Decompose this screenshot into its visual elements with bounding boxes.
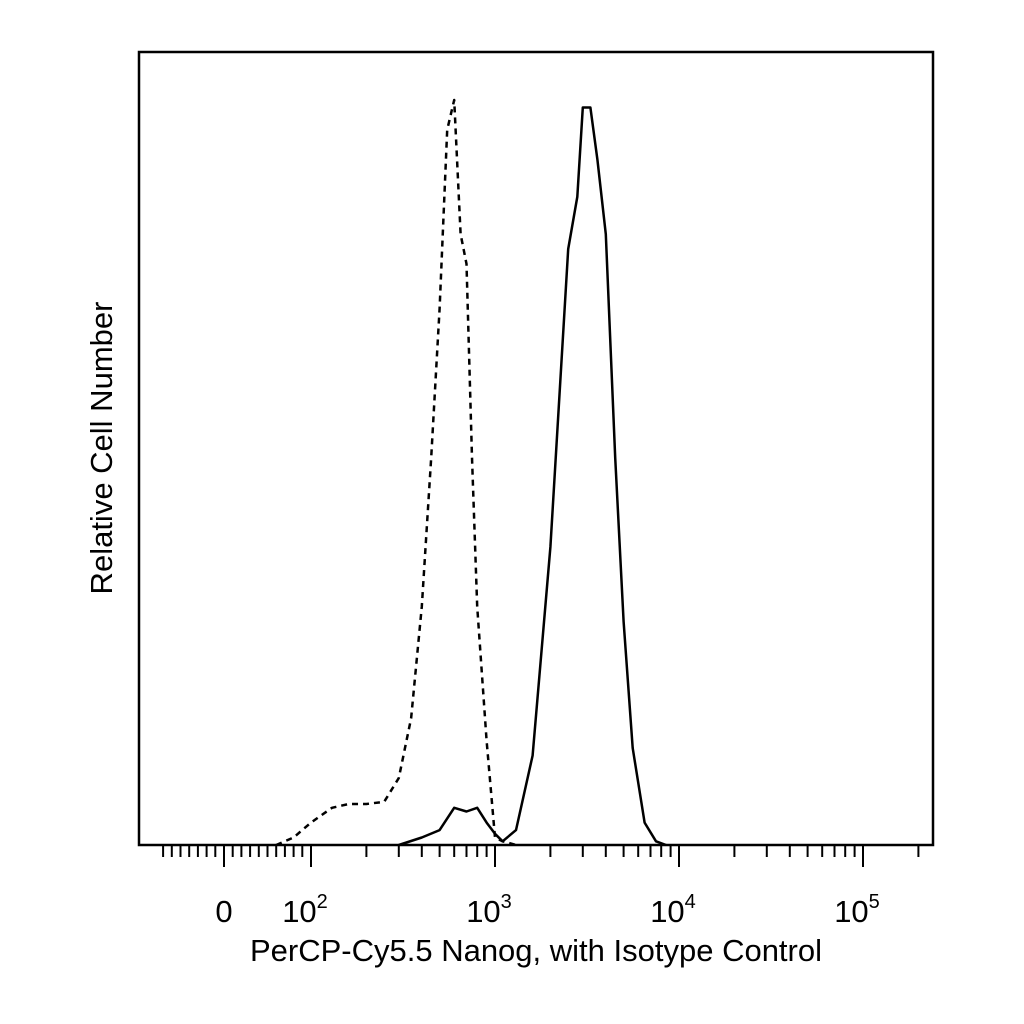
x-tick-label: 103 (466, 891, 512, 929)
x-tick-label: 105 (834, 891, 880, 929)
x-tick-label: 0 (215, 894, 232, 929)
x-tick-label: 102 (282, 891, 328, 929)
x-axis-label: PerCP-Cy5.5 Nanog, with Isotype Control (250, 933, 822, 968)
x-axis-tick-labels: 0 102 103 104 105 (215, 891, 879, 929)
nanog-stained-curve (398, 106, 667, 847)
x-axis-ticks (162, 845, 920, 867)
series-layer (275, 98, 667, 847)
x-tick-label: 104 (650, 891, 696, 929)
y-axis-label: Relative Cell Number (84, 302, 119, 595)
